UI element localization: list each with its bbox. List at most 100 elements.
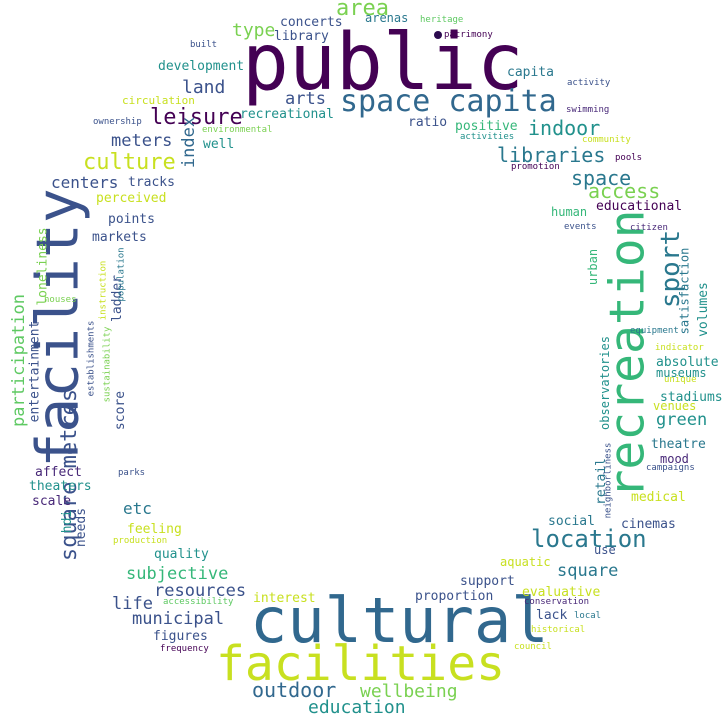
word-affect: affect xyxy=(35,465,82,480)
word-stadiums: stadiums xyxy=(660,390,722,405)
word-medical: medical xyxy=(631,490,686,505)
word-square: square xyxy=(557,561,619,581)
word-education: education xyxy=(308,697,406,718)
word-cinemas: cinemas xyxy=(621,517,676,532)
word-recreational: recreational xyxy=(240,107,334,122)
word-aquatic: aquatic xyxy=(500,555,551,569)
word-culture: culture xyxy=(83,150,176,175)
word-meters: meters xyxy=(111,131,173,151)
word-index: index xyxy=(179,116,200,169)
word-educational: educational xyxy=(596,199,683,214)
word-location: location xyxy=(531,525,647,553)
word-type: type xyxy=(232,20,276,41)
word-council: council xyxy=(514,642,552,652)
word-municipal: municipal xyxy=(132,609,225,629)
word-activity: activity xyxy=(567,78,611,88)
word-neighborliness: neighborliness xyxy=(603,442,614,519)
word-area: area xyxy=(336,0,389,21)
word-figures: figures xyxy=(153,629,208,644)
word-environmental: environmental xyxy=(202,125,273,135)
word-theatre: theatre xyxy=(651,437,706,452)
word-use: use xyxy=(594,543,616,557)
word-points: points xyxy=(108,212,155,227)
word-promotion: promotion xyxy=(511,162,560,172)
word-heritage: heritage xyxy=(420,15,464,25)
word-absolute: absolute xyxy=(656,355,719,370)
word-events: events xyxy=(564,222,597,232)
word-wellbeing: wellbeing xyxy=(360,681,458,702)
word-sustainability: sustainability xyxy=(102,326,113,403)
word-houses: houses xyxy=(44,295,77,305)
word-production: production xyxy=(113,536,168,546)
word-scale: scale xyxy=(32,494,72,509)
word-feeling: feeling xyxy=(127,522,182,537)
word-human: human xyxy=(551,205,588,219)
word-space-capita: space capita xyxy=(340,84,557,119)
word-local: local xyxy=(574,611,602,621)
word-participation: participation xyxy=(9,293,30,428)
word-quality: quality xyxy=(154,547,209,562)
word-loneliness: loneliness xyxy=(35,227,51,306)
word-patrimony: patrimony xyxy=(444,30,493,40)
word-library: library xyxy=(274,29,329,44)
word-land: land xyxy=(182,77,226,98)
word-lack: lack xyxy=(536,608,568,623)
word-venues: venues xyxy=(653,399,697,413)
word-space: space xyxy=(571,166,632,190)
word-parks: parks xyxy=(118,468,146,478)
word-subjective: subjective xyxy=(126,564,229,584)
word-libraries: libraries xyxy=(497,143,606,167)
word-built: built xyxy=(190,40,218,50)
word-conservation: conservation xyxy=(524,597,590,607)
word-observatories: observatories xyxy=(597,336,612,430)
word-museums: museums xyxy=(656,366,707,380)
word-ownership: ownership xyxy=(93,117,142,127)
word-instruction: instruction xyxy=(98,260,109,321)
word-green: green xyxy=(656,410,708,430)
word-frequency: frequency xyxy=(160,644,209,654)
word-campaigns: campaigns xyxy=(646,463,695,473)
word-capita: capita xyxy=(507,65,554,80)
word-mood: mood xyxy=(660,452,689,466)
word-citizen: citizen xyxy=(630,223,668,233)
word-tracks: tracks xyxy=(128,175,175,190)
word-arenas: arenas xyxy=(365,11,409,25)
word-satisfaction: satisfaction xyxy=(677,247,692,335)
word-facilities: facilities xyxy=(216,636,505,692)
word-circulation: circulation xyxy=(122,94,195,107)
word-cultural: cultural xyxy=(250,584,549,657)
word-ratio: ratio xyxy=(408,115,448,130)
word-population: population xyxy=(116,247,127,302)
word-proportion: proportion xyxy=(415,589,494,604)
word-historical: historical xyxy=(531,625,586,635)
word-volumes: volumes xyxy=(695,282,711,337)
word-access: access xyxy=(588,179,661,203)
word-etc: etc xyxy=(123,499,152,518)
word-score: score xyxy=(113,390,129,431)
word-arts: arts xyxy=(285,89,326,109)
word-interest: interest xyxy=(253,591,316,606)
word-equipment: equipment xyxy=(630,326,679,336)
word-activities: activities xyxy=(460,132,515,142)
word-social: social xyxy=(548,514,595,529)
bullet-dot-icon xyxy=(434,31,442,39)
word-public: public xyxy=(242,18,524,108)
word-hdi: hdi xyxy=(60,509,76,534)
word-outdoor: outdoor xyxy=(252,678,337,702)
word-establishments: establishments xyxy=(86,320,97,397)
word-theaters: theaters xyxy=(29,479,92,494)
word-accessibility: accessibility xyxy=(163,597,234,607)
word-swimming: swimming xyxy=(566,105,610,115)
word-entertainment: entertainment xyxy=(27,320,43,423)
word-positive: positive xyxy=(455,119,518,134)
word-concerts: concerts xyxy=(280,15,343,30)
word-development: development xyxy=(158,59,245,74)
word-markets: markets xyxy=(92,230,147,245)
word-evaluative: evaluative xyxy=(522,585,601,600)
word-perceived: perceived xyxy=(96,191,167,206)
word-support: support xyxy=(460,574,515,589)
word-resources: resources xyxy=(154,581,247,601)
word-well: well xyxy=(203,137,235,152)
word-pools: pools xyxy=(615,153,643,163)
